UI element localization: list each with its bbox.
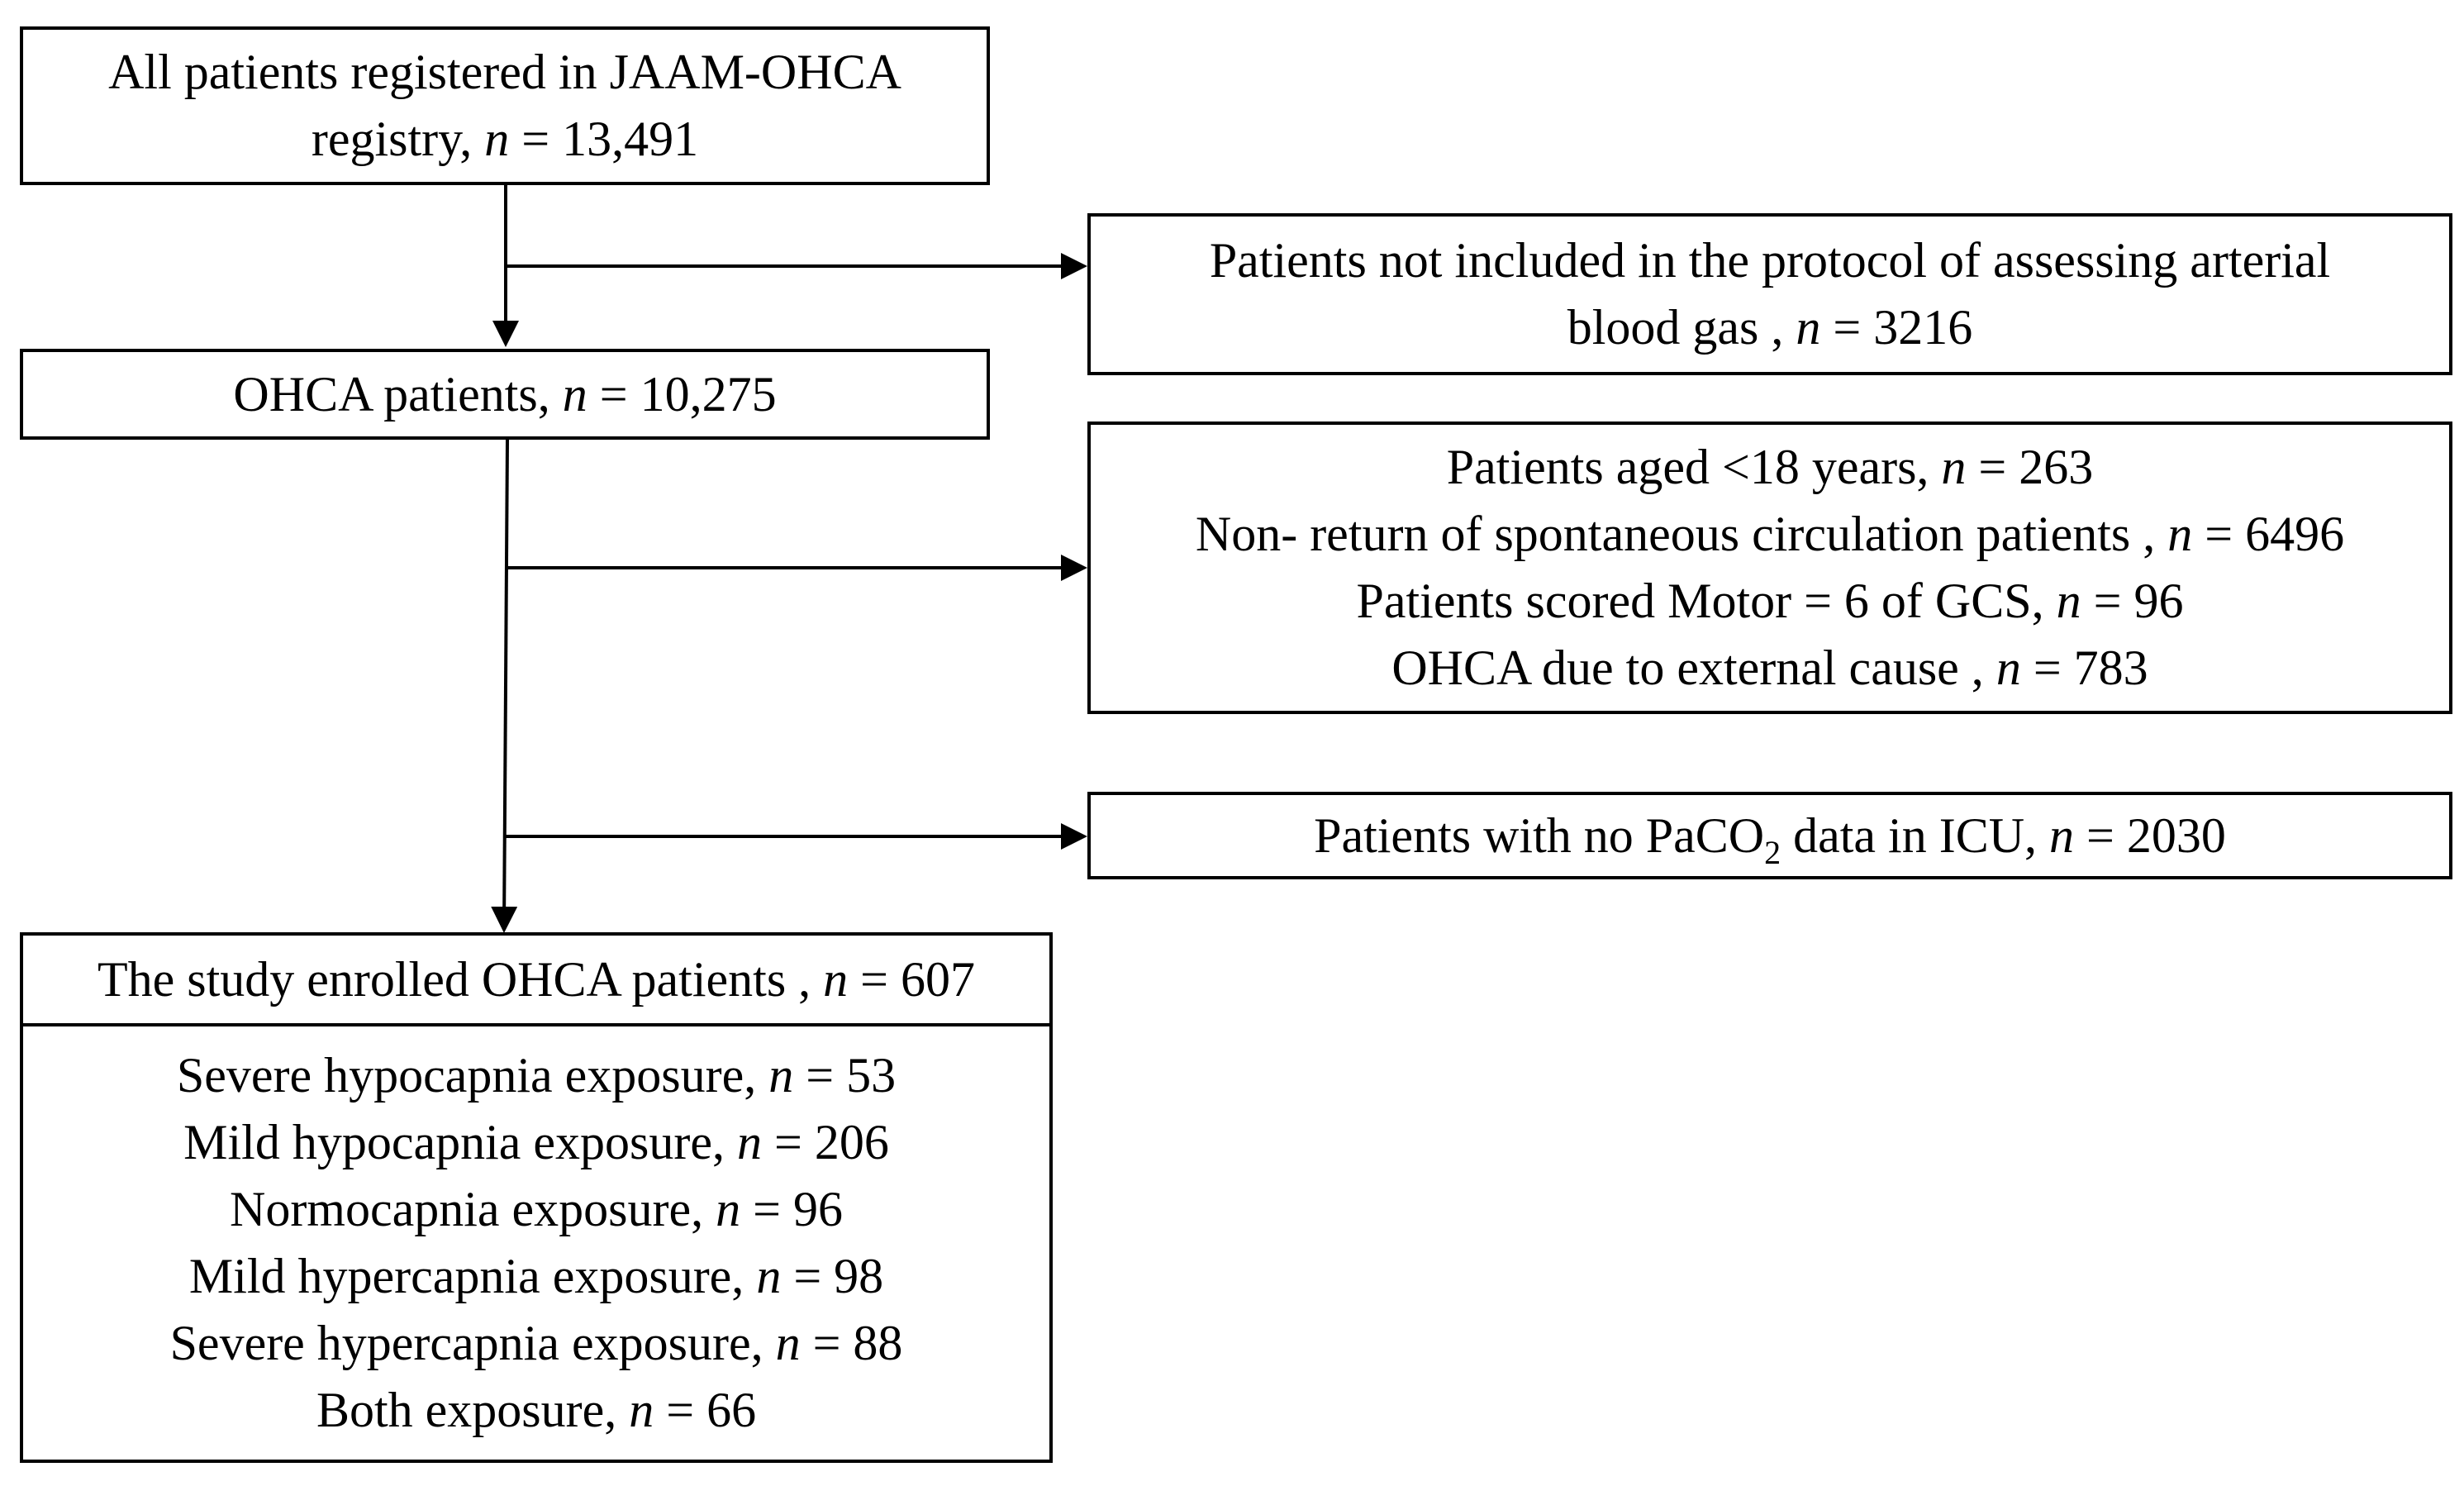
group-mild-hypocapnia: Mild hypocapnia exposure, n = 206 [183, 1115, 889, 1169]
exclusion-external-cause: OHCA due to external cause , n = 783 [1391, 641, 2148, 695]
enrolled-line: The study enrolled OHCA patients , n = 6… [97, 951, 976, 1007]
registry-line-1: All patients registered in JAAM-OHCA [108, 45, 901, 99]
no-paco2-count: 2030 [2126, 807, 2226, 863]
enrolled-label: The study enrolled OHCA patients , [97, 951, 824, 1007]
exclusion-no-rosc: Non- return of spontaneous circulation p… [1195, 507, 2345, 561]
group-severe-hypocapnia: Severe hypocapnia exposure, n = 53 [176, 1048, 897, 1103]
no-paco2-box: Patients with no PaCO2 data in ICU, n = … [1087, 792, 2452, 879]
group-both-exposure: Both exposure, n = 66 [316, 1383, 757, 1437]
ohca-count: 10,275 [640, 366, 777, 422]
exclusions-box: Patients aged <18 years, n = 263 Non- re… [1087, 422, 2452, 714]
enrolled-header: The study enrolled OHCA patients , n = 6… [23, 936, 1049, 1026]
registry-label: registry, [311, 112, 485, 166]
exclusion-age: Patients aged <18 years, n = 263 [1446, 440, 2094, 494]
excluded-abg-box: Patients not included in the protocol of… [1087, 213, 2452, 375]
group-severe-hypercapnia: Severe hypercapnia exposure, n = 88 [169, 1316, 903, 1370]
registry-line-2: registry, n = 13,491 [311, 112, 699, 166]
ohca-label: OHCA patients, [233, 366, 563, 422]
excluded-abg-label: blood gas , [1567, 300, 1796, 355]
enrolled-count: 607 [901, 951, 976, 1007]
registry-box: All patients registered in JAAM-OHCA reg… [20, 26, 990, 185]
no-paco2-line: Patients with no PaCO2 data in ICU, n = … [1314, 807, 2226, 871]
excluded-abg-line-2: blood gas , n = 3216 [1567, 300, 1973, 355]
group-mild-hypercapnia: Mild hypercapnia exposure, n = 98 [188, 1249, 884, 1303]
enrolled-box: The study enrolled OHCA patients , n = 6… [20, 932, 1053, 1463]
excluded-abg-line-1: Patients not included in the protocol of… [1209, 233, 2331, 288]
ohca-line: OHCA patients, n = 10,275 [233, 366, 777, 422]
arrow-ohca-to-enrolled [491, 439, 518, 933]
exclusion-gcs-motor: Patients scored Motor = 6 of GCS, n = 96 [1356, 574, 2184, 628]
registry-count: 13,491 [562, 112, 699, 166]
exposure-groups: Severe hypocapnia exposure, n = 53 Mild … [23, 1026, 1049, 1460]
excluded-abg-count: 3216 [1873, 300, 1973, 355]
group-normocapnia: Normocapnia exposure, n = 96 [230, 1182, 843, 1236]
ohca-box: OHCA patients, n = 10,275 [20, 349, 990, 440]
